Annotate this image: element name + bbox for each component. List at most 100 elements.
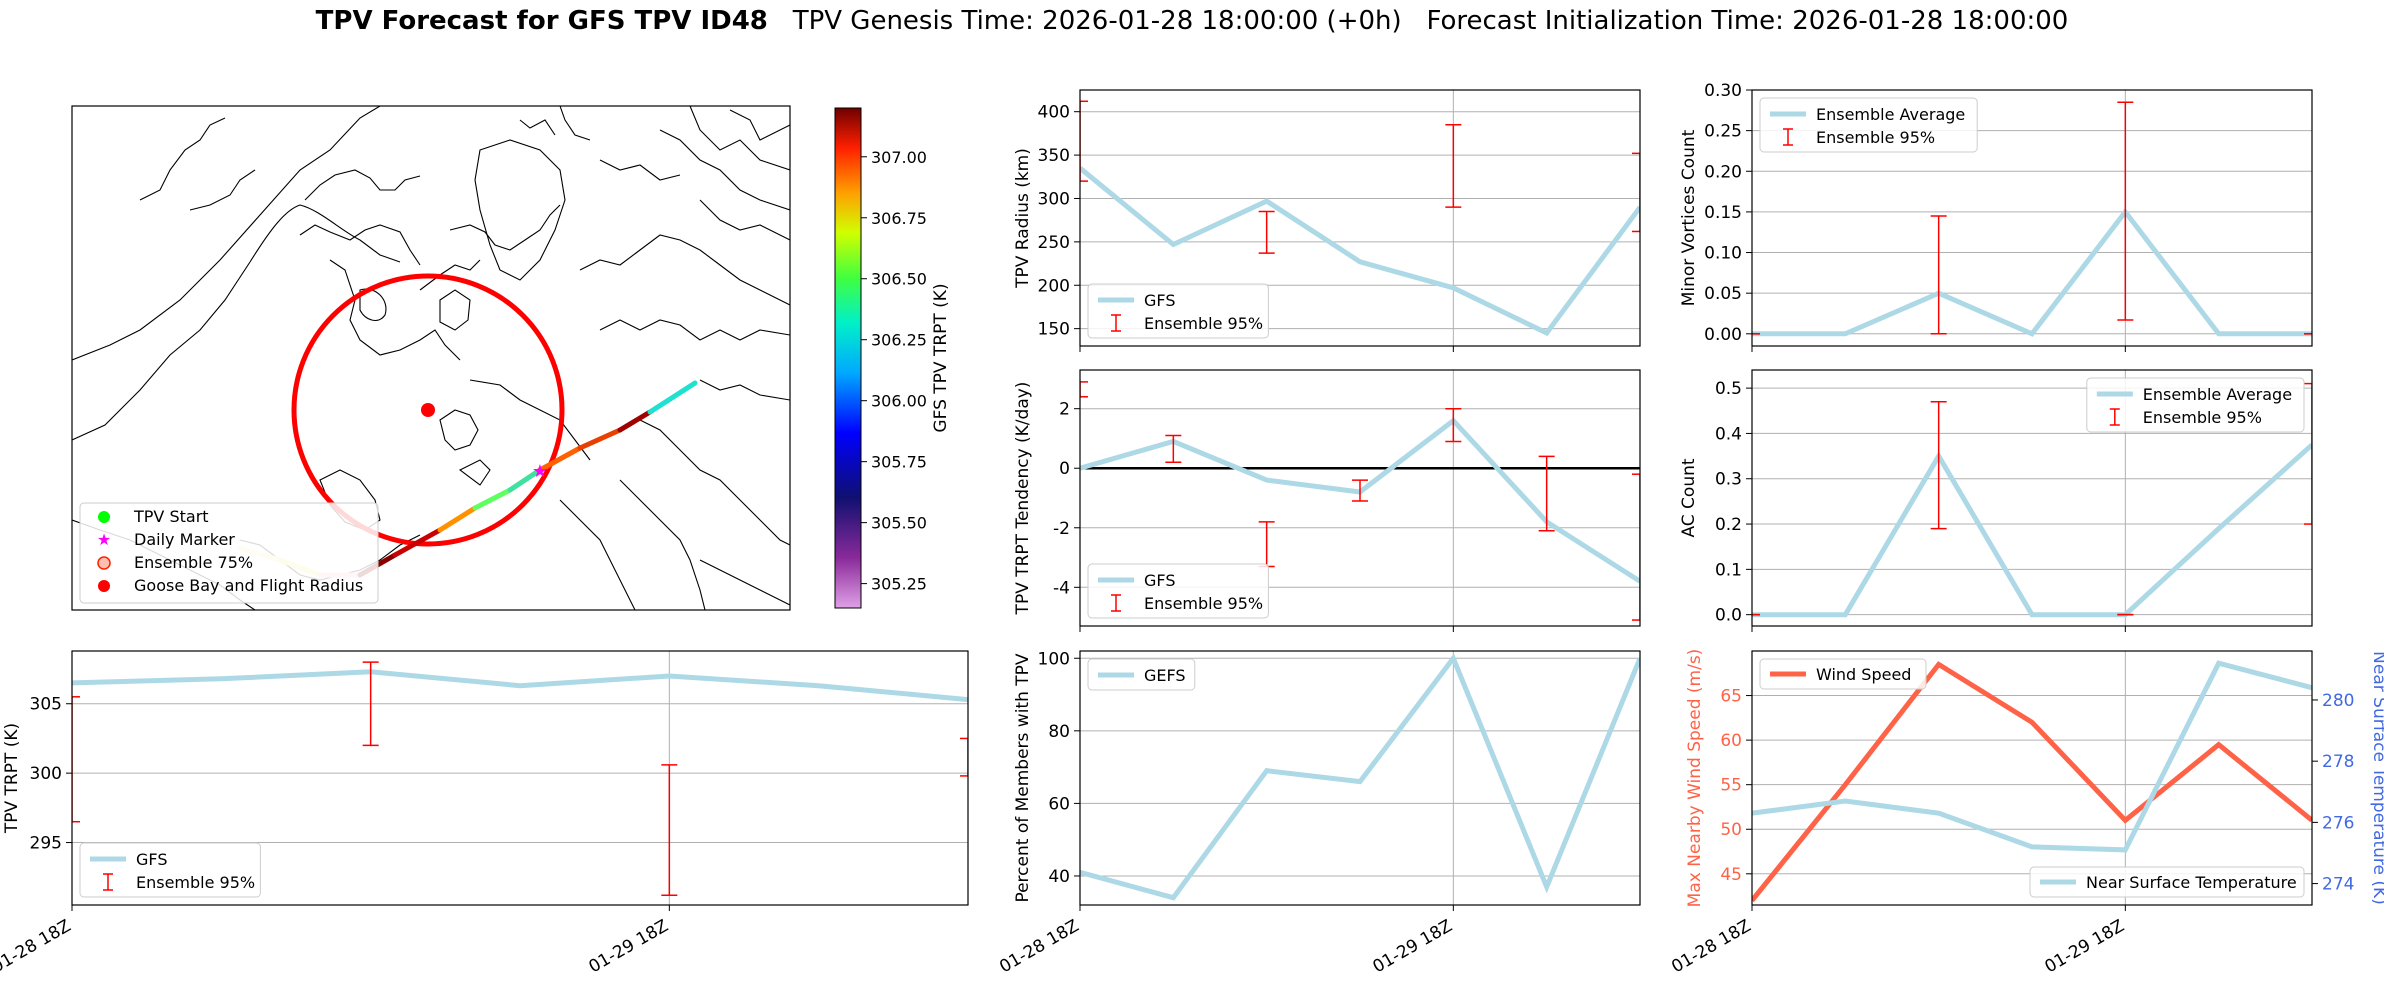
x-tick-label: 01-28 18Z bbox=[1668, 916, 1754, 977]
legend-wind-speed: Wind Speed bbox=[1759, 658, 1927, 690]
figure-title-rest: TPV Genesis Time: 2026-01-28 18:00:00 (+… bbox=[792, 6, 2069, 36]
chart-frame bbox=[1079, 369, 1641, 627]
colorbar-gradient bbox=[834, 107, 862, 609]
legend-daily-marker: Daily Marker bbox=[134, 530, 235, 549]
chart-plot-area bbox=[72, 661, 968, 897]
series-line-ensemble-average bbox=[1752, 207, 2312, 337]
y-tick-label: -4 bbox=[1053, 578, 1070, 598]
y-tick-label: 0.20 bbox=[1704, 162, 1742, 182]
legend-label: GFS bbox=[1144, 291, 1175, 310]
y-tick-label: 100 bbox=[1038, 649, 1070, 669]
y-tick-label: 0.30 bbox=[1704, 81, 1742, 101]
legend-label: Ensemble 95% bbox=[1144, 314, 1263, 333]
legend-ensemble-75: Ensemble 75% bbox=[134, 553, 253, 572]
legend-label: GFS bbox=[136, 850, 167, 869]
x-tick-label: 01-29 18Z bbox=[1370, 916, 1456, 977]
x-tick-label: 01-28 18Z bbox=[0, 916, 75, 977]
legend-box bbox=[2086, 377, 2305, 433]
series-line-gefs bbox=[1080, 653, 1640, 901]
chart-plot-area bbox=[1752, 101, 2312, 337]
y-tick-label: 0.5 bbox=[1715, 379, 1742, 399]
y-tick-label: 0.10 bbox=[1704, 244, 1742, 264]
chart-ac: 0.0 0.1 0.2 0.3 0.4 0.5 AC Count Ensemble Avera… bbox=[1679, 369, 2313, 632]
figure-title: TPV Forecast for GFS TPV ID48 TPV Genesi… bbox=[0, 6, 2384, 36]
legend-box bbox=[1759, 97, 1978, 153]
y-tick-label: 45 bbox=[1720, 865, 1742, 885]
y2-tick-label: 274 bbox=[2322, 875, 2354, 895]
legend: GFS Ensemble 95% bbox=[1087, 283, 1269, 339]
series-line-gfs bbox=[1080, 166, 1640, 337]
legend-goose-bay: Goose Bay and Flight Radius bbox=[134, 576, 363, 595]
x-tick-label: 01-29 18Z bbox=[2042, 916, 2128, 977]
y-axis-label: TPV TRPT (K) bbox=[2, 723, 22, 834]
chart-frame bbox=[71, 650, 969, 906]
legend-label: Wind Speed bbox=[1816, 665, 1911, 684]
y-tick-label: 65 bbox=[1720, 687, 1742, 707]
y-axis-label: TPV Radius (km) bbox=[1013, 148, 1033, 289]
colorbar-tick-label: 307.00 bbox=[871, 148, 927, 167]
colorbar: 307.00 306.75 306.50 306.25 306.00 305.75 305.… bbox=[834, 107, 951, 609]
chart-frame bbox=[1751, 650, 2313, 906]
series-line-gfs bbox=[72, 669, 968, 703]
map-panel: ★ TPV Start ★ Daily Marker Ensemble 75% … bbox=[71, 105, 951, 611]
legend: Ensemble Average Ensemble 95% bbox=[1759, 97, 1978, 153]
y-tick-label: 55 bbox=[1720, 776, 1742, 796]
chart-frame bbox=[1079, 650, 1641, 906]
y-axis-label: Max Nearby Wind Speed (m/s) bbox=[1685, 649, 1705, 908]
daily-marker-star: ★ bbox=[532, 461, 548, 482]
y-axis-label: Percent of Members with TPV bbox=[1013, 653, 1033, 902]
colorbar-tick-label: 305.50 bbox=[871, 514, 927, 533]
chart-tendency: -4 -2 0 2 TPV TRPT Tendency (K/day) GFS Ensemb… bbox=[1013, 369, 1641, 632]
y-tick-label: 0.0 bbox=[1715, 606, 1742, 626]
chart-plot-area bbox=[1080, 381, 1640, 621]
y-tick-label: 300 bbox=[30, 764, 62, 784]
y-tick-label: 350 bbox=[1038, 146, 1070, 166]
x-tick-label: 01-29 18Z bbox=[586, 916, 672, 977]
y-tick-label: 0.3 bbox=[1715, 470, 1742, 490]
colorbar-tick-label: 306.25 bbox=[871, 331, 927, 350]
y-tick-label: 80 bbox=[1048, 722, 1070, 742]
y-tick-label: 250 bbox=[1038, 233, 1070, 253]
y-tick-label: 40 bbox=[1048, 867, 1070, 887]
chart-plot-area bbox=[1080, 653, 1640, 901]
x-tick-label: 01-28 18Z bbox=[996, 916, 1082, 977]
y-axis-label: AC Count bbox=[1679, 458, 1699, 537]
chart-wind: 45 50 55 60 65 01-28 18Z 01-29 18Z Max Nearby W… bbox=[1668, 649, 2384, 978]
y-tick-label: 300 bbox=[1038, 189, 1070, 209]
y-axis-label: Minor Vortices Count bbox=[1679, 129, 1699, 306]
colorbar-tick-label: 306.50 bbox=[871, 270, 927, 289]
chart-plot-area bbox=[1080, 100, 1640, 337]
series-line-near-surface-temperature bbox=[1752, 660, 2312, 853]
goose-bay-flight-radius bbox=[291, 273, 565, 547]
y2-tick-label: 280 bbox=[2322, 691, 2354, 711]
chart-frame bbox=[1751, 369, 2313, 627]
chart-members: 40 60 80 100 01-28 18Z 01-29 18Z Percent of Me… bbox=[996, 649, 1641, 977]
legend-label: Ensemble Average bbox=[1816, 105, 1965, 124]
y-tick-label: 2 bbox=[1059, 400, 1070, 420]
legend-label: Ensemble Average bbox=[2143, 385, 2292, 404]
y-tick-label: 305 bbox=[30, 695, 62, 715]
y-tick-label: 0 bbox=[1059, 459, 1070, 479]
ensemble-circle-icon bbox=[97, 556, 111, 570]
legend-tpv-start: TPV Start bbox=[133, 507, 209, 526]
legend-label: Ensemble 95% bbox=[1816, 128, 1935, 147]
legend-box bbox=[1087, 658, 1196, 691]
chart-radius: 150 200 250 300 350 400 TPV Radius (km) GFS Ense… bbox=[1013, 89, 1641, 352]
legend: GFS Ensemble 95% bbox=[79, 842, 261, 898]
y-tick-label: 200 bbox=[1038, 276, 1070, 296]
figure-title-bold: TPV Forecast for GFS TPV ID48 bbox=[315, 6, 768, 36]
colorbar-tick-label: 306.75 bbox=[871, 209, 927, 228]
y-tick-label: 295 bbox=[30, 834, 62, 854]
legend: Ensemble Average Ensemble 95% bbox=[2086, 377, 2305, 433]
legend-label: Ensemble 95% bbox=[136, 873, 255, 892]
red-dot-icon bbox=[98, 580, 110, 592]
chart-frame bbox=[1751, 89, 2313, 347]
colorbar-tick-label: 305.75 bbox=[871, 453, 927, 472]
y-tick-label: 0.4 bbox=[1715, 424, 1742, 444]
legend-box bbox=[2029, 866, 2305, 898]
colorbar-tick-label: 305.25 bbox=[871, 575, 927, 594]
goose-bay-marker bbox=[421, 403, 435, 417]
series-line-wind-speed bbox=[1752, 661, 2312, 903]
legend: GEFS bbox=[1087, 658, 1196, 691]
